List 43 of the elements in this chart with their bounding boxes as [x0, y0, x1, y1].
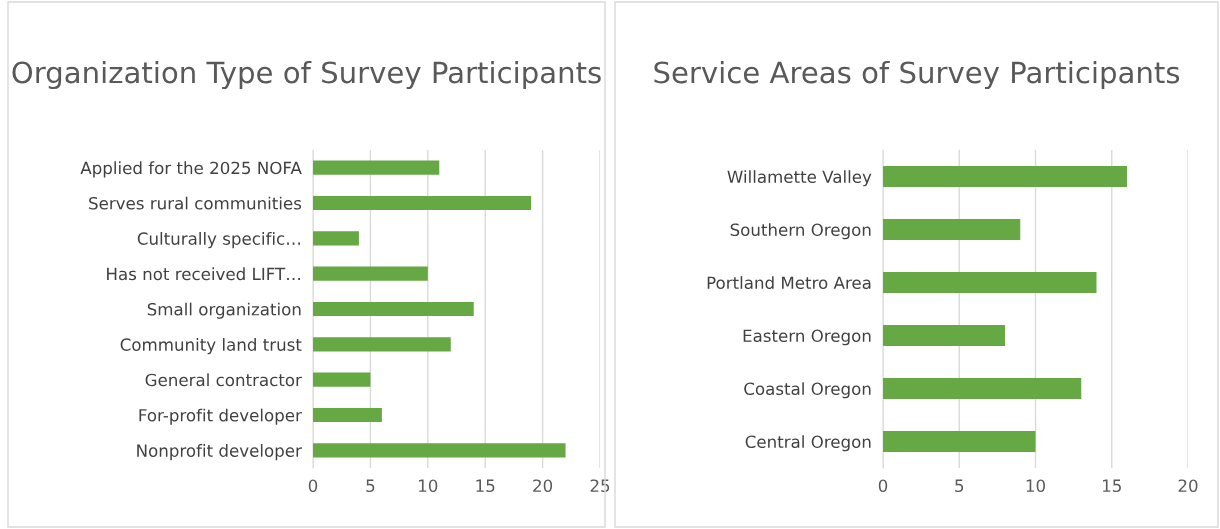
x-tick-label: 0: [878, 479, 888, 493]
bar: [883, 218, 1021, 241]
y-tick-label: Serves rural communities: [89, 196, 302, 210]
bar: [313, 195, 532, 211]
bar: [883, 430, 1036, 453]
y-tick-label: Willamette Valley: [727, 170, 872, 187]
y-tick-label: Applied for the 2025 NOFA: [80, 161, 302, 178]
x-tick-label: 5: [955, 479, 964, 493]
bar: [313, 337, 451, 352]
y-tick-label: Has not received LIFT…: [107, 267, 300, 281]
x-tick-label: 15: [1102, 479, 1121, 493]
bar: [313, 301, 474, 317]
bar: [313, 266, 428, 281]
x-tick-label: 10: [1026, 479, 1045, 493]
y-tick-label: Portland Metro Area: [707, 276, 871, 290]
y-tick-label: Small organization: [147, 302, 301, 319]
chart-title: Service Areas of Survey Participants: [654, 60, 1180, 90]
bar: [313, 160, 440, 175]
y-tick-label: For-profit developer: [139, 408, 302, 425]
bar: [313, 372, 371, 387]
y-tick-label: Coastal Oregon: [744, 382, 871, 399]
x-tick-label: 20: [1178, 479, 1198, 493]
x-tick-label: 10: [419, 479, 438, 493]
chart-title: Organization Type of Survey Participants: [12, 60, 601, 90]
y-tick-label: General contractor: [145, 373, 302, 387]
y-tick-label: Culturally specific…: [137, 232, 300, 249]
bar: [883, 165, 1127, 188]
x-tick-label: 0: [308, 479, 318, 493]
y-tick-label: Community land trust: [120, 338, 302, 355]
bar: [313, 231, 359, 246]
bar: [883, 377, 1082, 400]
y-tick-label: Southern Oregon: [730, 223, 871, 240]
x-tick-label: 15: [476, 479, 495, 493]
y-tick-label: Eastern Oregon: [743, 329, 871, 346]
bar: [313, 407, 382, 423]
bar: [313, 443, 566, 458]
bar: [883, 324, 1005, 347]
y-tick-label: Nonprofit developer: [137, 444, 302, 461]
bar: [883, 271, 1097, 294]
x-tick-label: 25: [590, 479, 610, 493]
x-tick-label: 5: [366, 479, 375, 493]
x-tick-label: 20: [533, 479, 553, 493]
y-tick-label: Central Oregon: [745, 435, 871, 452]
